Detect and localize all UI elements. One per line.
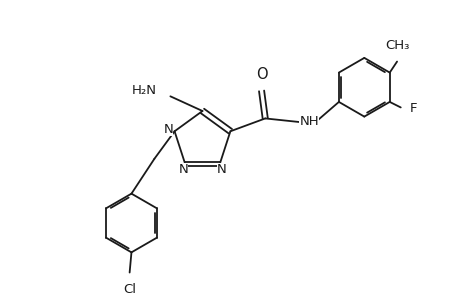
Text: N: N — [163, 123, 173, 136]
Text: Cl: Cl — [123, 283, 136, 296]
Text: O: O — [255, 67, 267, 82]
Text: F: F — [409, 102, 416, 115]
Text: CH₃: CH₃ — [384, 39, 409, 52]
Text: NH: NH — [299, 115, 319, 128]
Text: N: N — [216, 163, 226, 176]
Text: N: N — [178, 163, 188, 176]
Text: H₂N: H₂N — [131, 84, 156, 97]
